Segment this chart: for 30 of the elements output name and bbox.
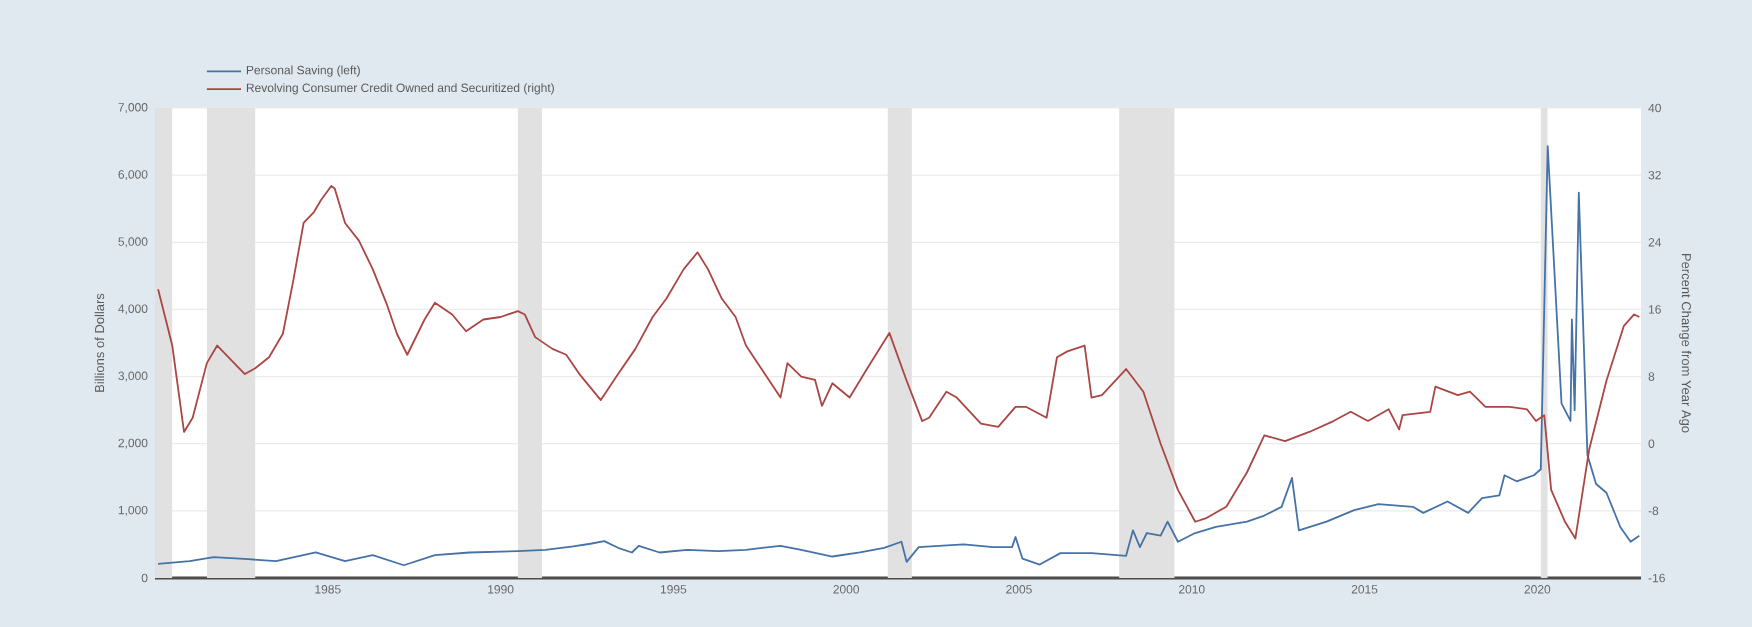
- y-tick-label: 5,000: [118, 237, 148, 248]
- y2-tick-label: 16: [1648, 305, 1661, 314]
- y2-tick-label: 0: [1648, 439, 1655, 448]
- x-tick-label: 2020: [1524, 585, 1551, 594]
- y-tick-label: 6,000: [118, 170, 148, 181]
- y2-tick-label: 24: [1648, 238, 1662, 247]
- x-tick-label: 2000: [833, 585, 860, 594]
- y-tick-label: 2,000: [118, 438, 148, 449]
- x-tick-label: 1995: [660, 585, 687, 594]
- x-tick-label: 1985: [315, 585, 341, 594]
- y2-tick-label: -16: [1648, 573, 1665, 583]
- y-axis-title: Billions of Dollars: [94, 293, 105, 392]
- y-tick-label: 1,000: [118, 505, 148, 516]
- y-tick-label: 0: [141, 573, 148, 583]
- y2-tick-label: -8: [1648, 506, 1659, 516]
- y2-tick-label: 40: [1648, 103, 1661, 113]
- y-tick-label: 7,000: [118, 103, 148, 113]
- y-tick-label: 4,000: [118, 304, 148, 315]
- y2-tick-label: 8: [1648, 372, 1655, 381]
- line-series: [157, 185, 1641, 540]
- x-tick-label: 2015: [1351, 585, 1378, 594]
- y2-axis-title: Percent Change from Year Ago: [1679, 253, 1692, 433]
- line-series: [157, 145, 1641, 567]
- legend-label: Revolving Consumer Credit Owned and Securitized (right): [246, 83, 554, 95]
- x-tick-label: 2010: [1179, 585, 1205, 594]
- y2-tick-label: 32: [1648, 170, 1661, 180]
- legend-label: Personal Saving (left): [246, 65, 360, 77]
- x-tick-label: 1990: [488, 585, 514, 594]
- y-tick-label: 3,000: [118, 371, 148, 382]
- x-tick-label: 2005: [1006, 585, 1032, 594]
